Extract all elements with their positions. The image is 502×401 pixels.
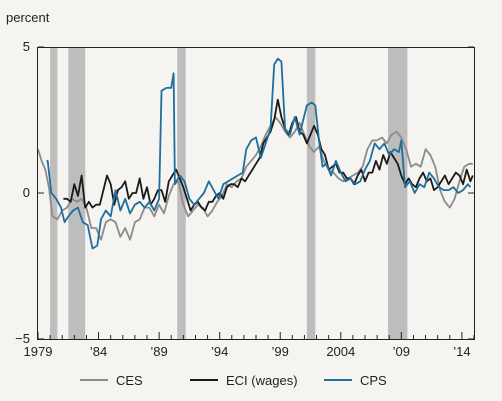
- y-tick-label: 0: [23, 185, 30, 200]
- recession-bar: [306, 47, 316, 339]
- y-tick-label: 5: [23, 39, 30, 54]
- x-tick-label: ’09: [393, 344, 410, 359]
- legend-label: CES: [116, 373, 143, 388]
- x-tick-label: ’84: [90, 344, 107, 359]
- x-tick-label: ’14: [453, 344, 470, 359]
- axis-ticks: −5 0 5 1979 ’84 ’89 ’94 ’99 2004 ’09 ’14: [15, 39, 475, 359]
- legend: CES ECI (wages) CPS: [80, 373, 387, 388]
- x-tick-label: ’89: [150, 344, 167, 359]
- series-layer: [37, 57, 474, 250]
- recession-bar: [50, 47, 58, 339]
- series-line-ces: [37, 116, 473, 241]
- x-tick-label: 1979: [24, 344, 53, 359]
- recession-bar: [388, 47, 408, 339]
- x-tick-label: 2004: [326, 344, 355, 359]
- legend-label: ECI (wages): [226, 373, 298, 388]
- y-tick-label: −5: [15, 331, 30, 346]
- series-line-cps: [46, 57, 472, 250]
- y-axis-title: percent: [6, 10, 50, 25]
- legend-label: CPS: [360, 373, 387, 388]
- x-tick-label: ’94: [211, 344, 228, 359]
- plot-frame: [37, 47, 475, 340]
- x-tick-label: ’99: [272, 344, 289, 359]
